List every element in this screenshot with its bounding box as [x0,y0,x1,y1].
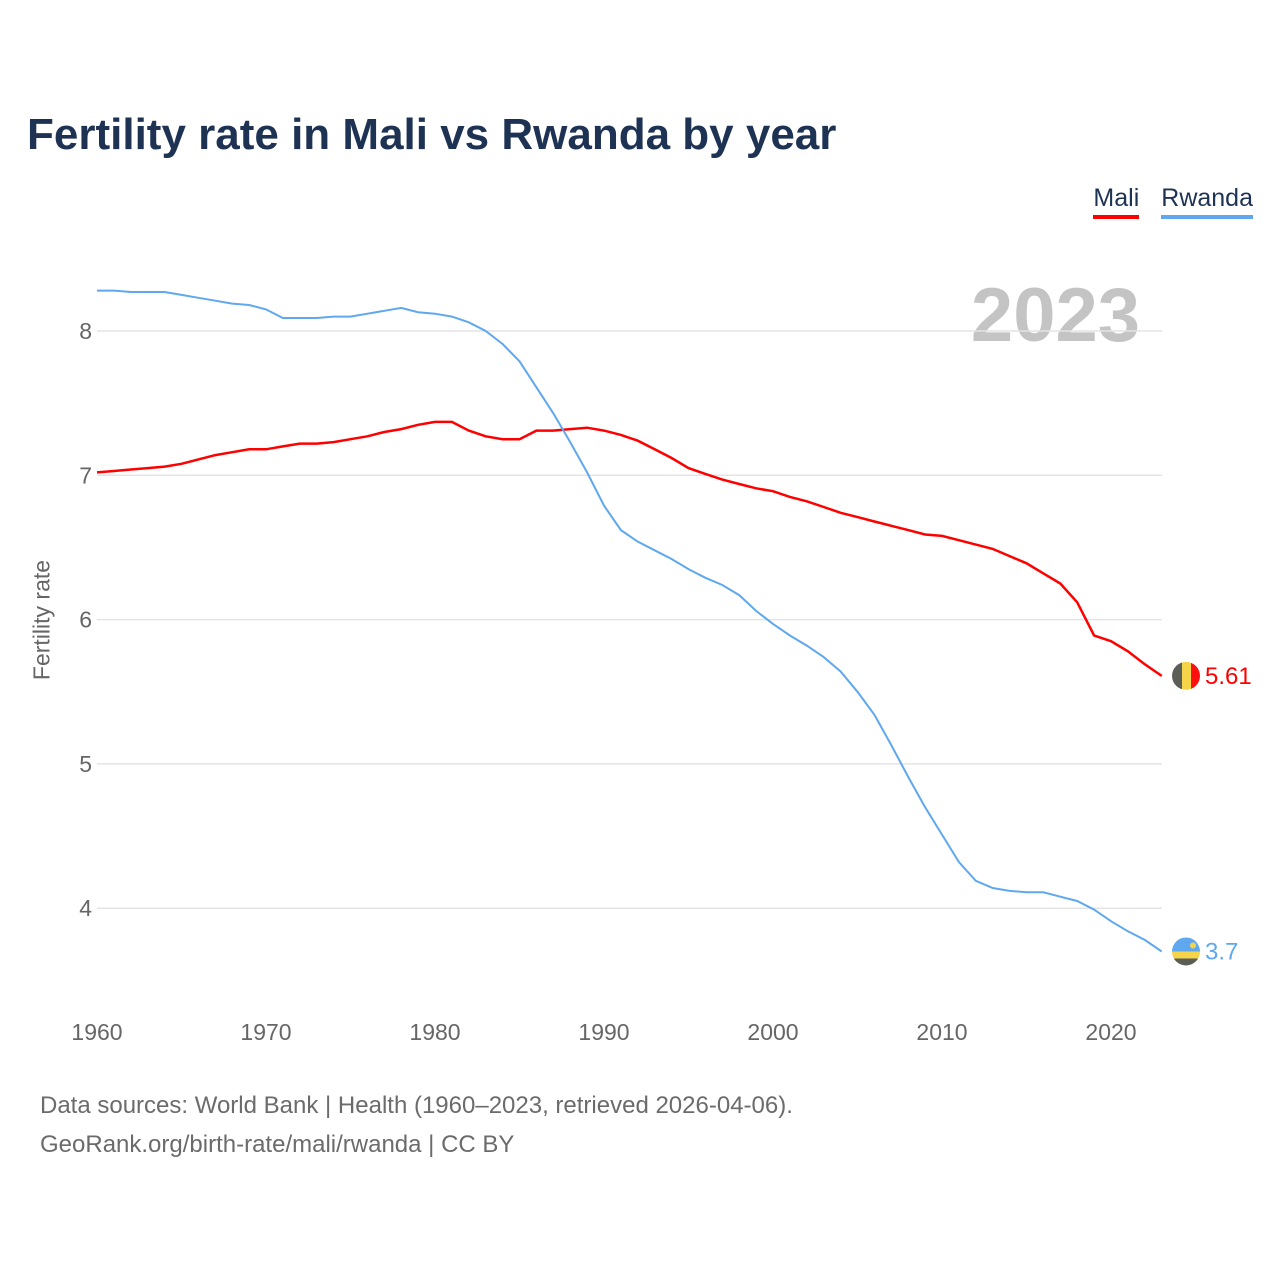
x-tick-label: 1990 [578,1019,629,1045]
current-year-label: 2023 [970,273,1140,358]
end-value-label-mali: 5.61 [1205,663,1252,690]
end-value-label-rwanda: 3.7 [1205,938,1238,965]
y-tick-label: 4 [79,895,92,921]
x-tick-label: 2000 [747,1019,798,1045]
legend: Mali Rwanda [1093,184,1253,219]
x-tick-label: 1980 [409,1019,460,1045]
y-tick-label: 6 [79,607,92,633]
series-line-rwanda [97,289,1163,953]
x-tick-label: 2020 [1085,1019,1136,1045]
attribution-link[interactable]: GeoRank.org/birth-rate/mali/rwanda | CC … [40,1131,515,1158]
rwanda-flag-icon [1172,937,1200,966]
x-tick-label: 2010 [916,1019,967,1045]
source-text: Data sources: World Bank | Health (1960–… [40,1092,793,1119]
chart-title: Fertility rate in Mali vs Rwanda by year [27,110,837,159]
x-tick-label: 1960 [71,1019,122,1045]
x-tick-label: 1970 [240,1019,291,1045]
series-line-mali [96,420,1163,677]
legend-item-mali[interactable]: Mali [1093,184,1140,219]
y-tick-label: 7 [79,462,92,488]
y-tick-label: 5 [79,751,92,777]
legend-item-rwanda[interactable]: Rwanda [1161,184,1253,219]
y-tick-label: 8 [79,318,92,344]
footer: Data sources: World Bank | Health (1960–… [40,1086,793,1164]
mali-flag-icon [1172,661,1200,690]
